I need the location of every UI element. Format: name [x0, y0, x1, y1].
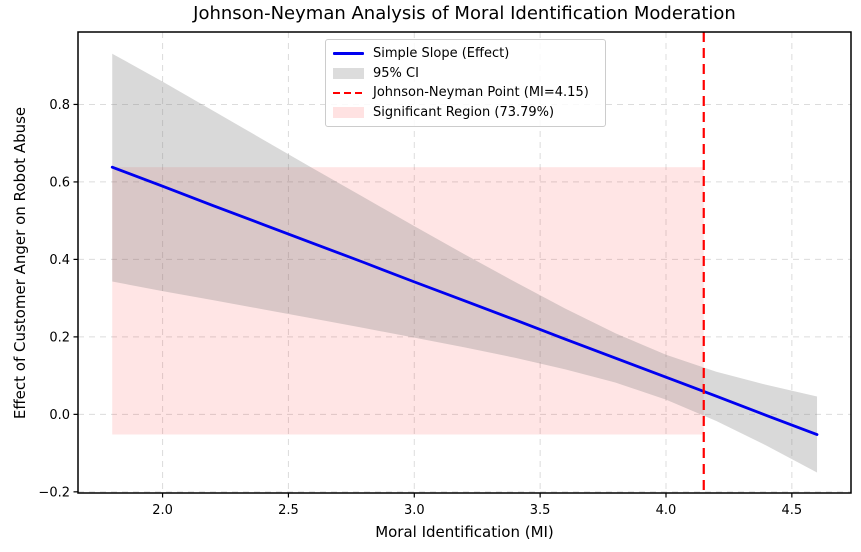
legend-label-simple-slope: Simple Slope (Effect)	[373, 46, 510, 62]
legend: Simple Slope (Effect) 95% CI Johnson-Ney…	[325, 39, 606, 127]
y-tick-label: 0.6	[49, 175, 70, 190]
legend-item-ci: 95% CI	[333, 64, 597, 84]
x-tick-label: 3.0	[404, 503, 425, 518]
legend-item-jn-point: Johnson-Neyman Point (MI=4.15)	[333, 83, 597, 103]
x-axis-label: Moral Identification (MI)	[375, 523, 554, 541]
y-tick-label: 0.4	[49, 253, 70, 268]
y-tick-label: −0.2	[38, 485, 70, 500]
chart-title: Johnson-Neyman Analysis of Moral Identif…	[193, 3, 736, 24]
x-tick-label: 3.5	[530, 503, 551, 518]
y-tick-label: 0.0	[49, 408, 70, 423]
jn-dashed-line-swatch-icon	[333, 91, 364, 94]
ci-patch-swatch-icon	[333, 67, 364, 79]
x-tick-label: 2.0	[152, 503, 173, 518]
legend-label-ci: 95% CI	[373, 65, 419, 81]
legend-label-significant-region: Significant Region (73.79%)	[373, 104, 555, 120]
x-tick-label: 4.0	[656, 503, 677, 518]
y-tick-label: 0.8	[49, 98, 70, 113]
legend-label-jn-point: Johnson-Neyman Point (MI=4.15)	[373, 85, 589, 101]
x-tick-label: 2.5	[278, 503, 299, 518]
simple-slope-line	[110, 165, 819, 436]
x-tick-label: 4.5	[782, 503, 803, 518]
slope-line-swatch-icon	[333, 52, 364, 56]
y-tick-label: 0.2	[49, 330, 70, 345]
significant-region-fill	[112, 167, 704, 435]
significant-region-swatch-icon	[333, 106, 364, 118]
legend-item-simple-slope: Simple Slope (Effect)	[333, 44, 597, 64]
axes-frame	[77, 31, 852, 494]
legend-item-significant-region: Significant Region (73.79%)	[333, 103, 597, 123]
